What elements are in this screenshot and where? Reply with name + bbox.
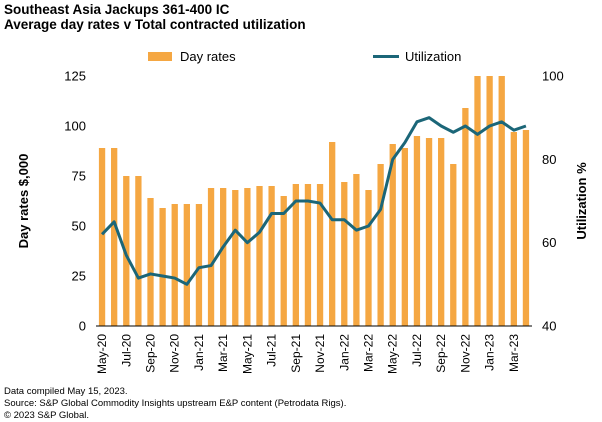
- legend-label-day-rates: Day rates: [180, 49, 236, 64]
- legend-label-utilization: Utilization: [405, 49, 461, 64]
- x-tick-label: Mar-22: [362, 334, 376, 372]
- bar-Sep-22: [438, 138, 445, 326]
- x-tick-label: Jan-22: [337, 334, 351, 371]
- x-tick-label: Jul-21: [265, 334, 279, 367]
- bar-Nov-20: [171, 204, 178, 326]
- bar-Apr-23: [522, 130, 530, 326]
- legend-swatch-day-rates: [148, 52, 172, 61]
- bar-Oct-22: [450, 164, 457, 326]
- chart: 0 25 50 75 100 125 40 60 80 100 May-20 Jul-20 Sep-20…: [16, 49, 589, 374]
- x-tick-label: Sep-21: [289, 334, 303, 373]
- y-axis-title: Day rates $,000: [16, 154, 31, 249]
- bar-Feb-21: [207, 188, 215, 326]
- bar-Jul-21: [268, 186, 275, 326]
- bar-May-22: [389, 144, 396, 326]
- x-tick-label: Nov-20: [168, 334, 182, 373]
- x-tick-label: Sep-22: [434, 334, 448, 373]
- footer-copyright: © 2023 S&P Global.: [4, 410, 89, 421]
- bar-Oct-20: [159, 208, 166, 326]
- y2-tick-label: 60: [542, 235, 556, 250]
- x-tick-label: Jul-22: [410, 334, 424, 367]
- x-tick-label: May-22: [386, 334, 400, 374]
- bar-Jun-22: [401, 148, 408, 326]
- bar-Oct-21: [304, 184, 312, 326]
- y2-tick-label: 100: [542, 69, 564, 84]
- bar-Mar-21: [220, 188, 227, 326]
- bar-Aug-21: [280, 196, 287, 326]
- x-tick-label: Jan-21: [192, 334, 206, 371]
- bar-Dec-20: [183, 204, 190, 326]
- x-tick-label: Jul-20: [119, 334, 133, 367]
- bar-Jul-22: [413, 136, 421, 326]
- utilization-line: [100, 116, 527, 286]
- x-tick-label: Jan-23: [483, 334, 497, 371]
- y2-tick-label: 80: [542, 152, 556, 167]
- y2-tick-label: 40: [542, 319, 556, 334]
- x-tick-label: Nov-21: [313, 334, 327, 373]
- x-tick-label: May-21: [240, 334, 254, 374]
- bar-Sep-20: [147, 198, 154, 326]
- y-tick-label: 100: [64, 119, 86, 134]
- x-tick-label: Sep-20: [144, 334, 158, 373]
- bar-Jan-21: [195, 204, 203, 326]
- y-tick-label: 75: [72, 169, 86, 184]
- bar-Nov-22: [462, 108, 469, 326]
- bar-Dec-22: [474, 76, 481, 326]
- y2-axis-title: Utilization %: [574, 162, 589, 240]
- x-tick-label: Mar-23: [507, 334, 521, 372]
- bar-Jun-21: [256, 186, 263, 326]
- y-tick-label: 50: [72, 219, 86, 234]
- bar-Sep-21: [292, 184, 299, 326]
- x-tick-label: May-20: [95, 334, 109, 374]
- y-tick-label: 25: [72, 269, 86, 284]
- bar-Mar-22: [365, 190, 372, 326]
- bar-Feb-23: [498, 76, 505, 326]
- bar-Jan-23: [486, 76, 493, 326]
- bar-Aug-22: [425, 138, 433, 326]
- bar-Apr-21: [232, 190, 239, 326]
- chart-title: Southeast Asia Jackups 361-400 IC: [4, 2, 230, 17]
- bar-Dec-21: [329, 142, 336, 326]
- bar-Apr-22: [377, 164, 384, 326]
- bar-Mar-23: [510, 132, 517, 326]
- bar-May-21: [244, 188, 251, 326]
- footer-note: Data compiled May 15, 2023.: [4, 386, 128, 397]
- bar-Nov-21: [316, 184, 324, 326]
- bar-May-20: [98, 148, 106, 326]
- bar-Aug-20: [135, 176, 142, 326]
- x-tick-label: Nov-22: [458, 334, 472, 373]
- chart-subtitle: Average day rates v Total contracted uti…: [4, 17, 306, 32]
- bar-Jan-22: [341, 182, 348, 326]
- bar-Feb-22: [353, 174, 360, 326]
- x-tick-label: Mar-21: [216, 334, 230, 372]
- bar-Jun-20: [111, 148, 118, 326]
- y-tick-label: 125: [64, 69, 86, 84]
- footer-source: Source: S&P Global Commodity Insights up…: [4, 398, 347, 409]
- y-tick-label: 0: [79, 319, 86, 334]
